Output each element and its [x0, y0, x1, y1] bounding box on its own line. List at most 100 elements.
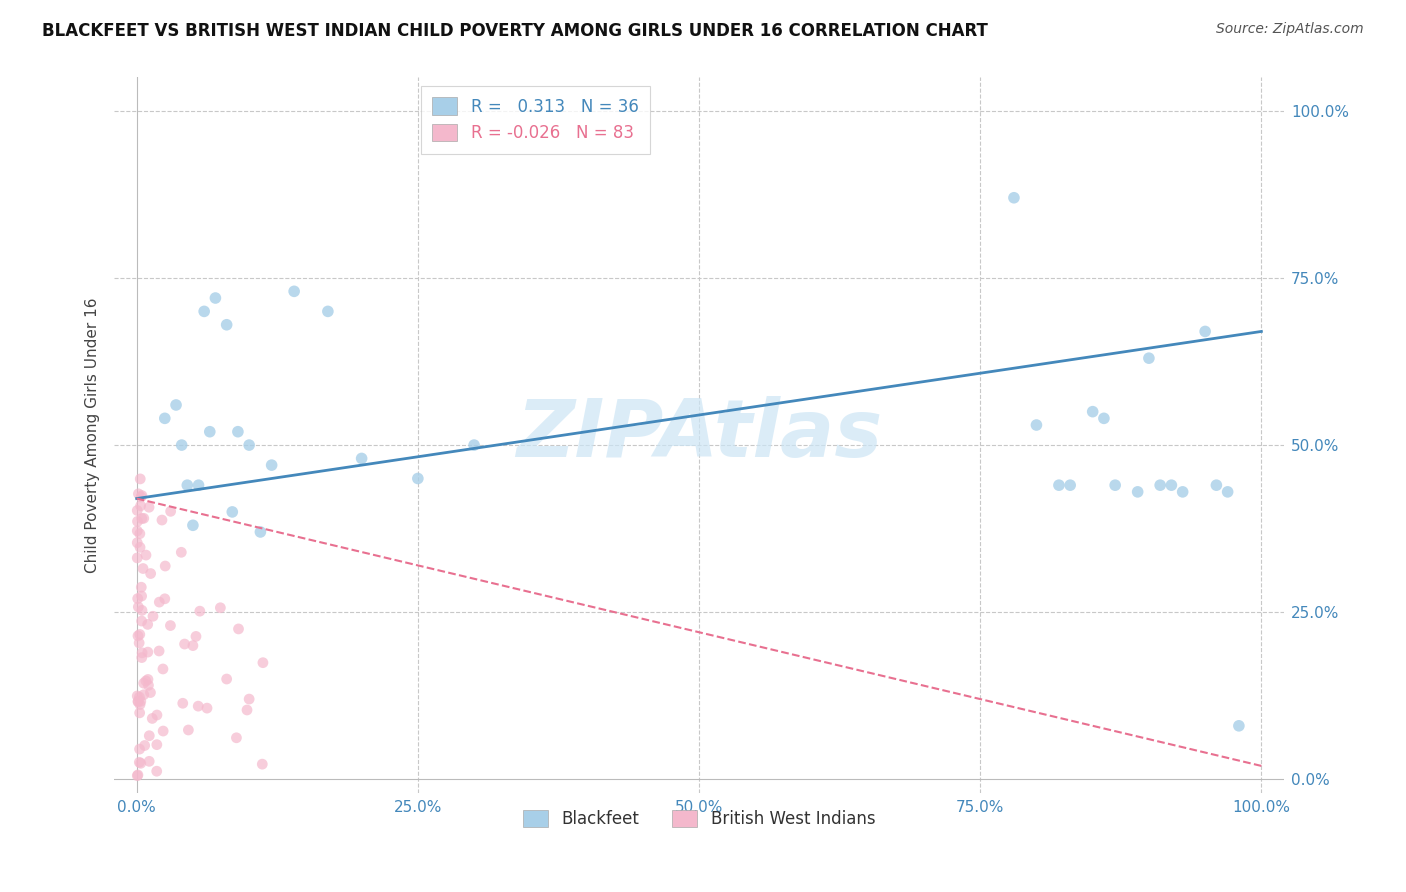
Point [159, 504, 181, 518]
Point [127, 689, 149, 703]
Point [127, 550, 149, 565]
Point [127, 599, 149, 614]
Point [131, 646, 153, 660]
Point [181, 518, 204, 533]
Point [127, 514, 149, 528]
Point [134, 739, 156, 753]
Point [1205, 478, 1227, 492]
Point [127, 487, 149, 501]
Point [1227, 719, 1250, 733]
Point [209, 600, 232, 615]
Point [1194, 325, 1216, 339]
Point [132, 561, 155, 575]
Point [406, 471, 429, 485]
Point [127, 503, 149, 517]
Point [129, 756, 152, 771]
Point [127, 591, 149, 606]
Point [153, 411, 176, 425]
Point [127, 535, 149, 549]
Point [1149, 478, 1171, 492]
Point [139, 685, 162, 699]
Point [204, 291, 226, 305]
Point [1092, 411, 1115, 425]
Point [153, 591, 176, 606]
Point [176, 478, 198, 492]
Point [165, 398, 187, 412]
Point [128, 526, 150, 541]
Point [238, 692, 260, 706]
Text: Source: ZipAtlas.com: Source: ZipAtlas.com [1216, 22, 1364, 37]
Point [131, 650, 153, 665]
Point [135, 548, 157, 562]
Point [1002, 191, 1025, 205]
Point [249, 524, 271, 539]
Point [148, 595, 170, 609]
Point [131, 511, 153, 525]
Point [138, 755, 160, 769]
Point [283, 285, 305, 299]
Point [152, 724, 174, 739]
Point [170, 545, 193, 559]
Point [225, 731, 247, 745]
Point [1025, 417, 1047, 432]
Point [177, 723, 200, 737]
Point [138, 729, 160, 743]
Legend: Blackfeet, British West Indians: Blackfeet, British West Indians [516, 803, 882, 834]
Point [184, 629, 207, 643]
Point [132, 676, 155, 690]
Point [146, 708, 169, 723]
Point [132, 511, 155, 525]
Point [463, 438, 485, 452]
Point [128, 690, 150, 704]
Point [221, 505, 243, 519]
Point [129, 472, 152, 486]
Point [129, 490, 152, 504]
Point [127, 694, 149, 708]
Point [187, 699, 209, 714]
Point [136, 673, 159, 687]
Point [136, 645, 159, 659]
Point [193, 304, 215, 318]
Point [128, 636, 150, 650]
Point [128, 706, 150, 720]
Point [188, 604, 211, 618]
Point [1047, 478, 1070, 492]
Point [260, 458, 283, 472]
Text: ZIPAtlas: ZIPAtlas [516, 396, 882, 474]
Point [128, 756, 150, 770]
Point [138, 500, 160, 515]
Point [132, 688, 155, 702]
Point [187, 478, 209, 492]
Point [131, 489, 153, 503]
Point [215, 672, 238, 686]
Point [127, 524, 149, 538]
Point [127, 769, 149, 783]
Point [129, 694, 152, 708]
Point [215, 318, 238, 332]
Point [131, 589, 153, 603]
Point [181, 639, 204, 653]
Point [129, 499, 152, 513]
Point [129, 698, 152, 712]
Point [141, 711, 163, 725]
Point [142, 609, 165, 624]
Point [135, 673, 157, 688]
Point [131, 614, 153, 628]
Point [172, 696, 194, 710]
Point [1126, 484, 1149, 499]
Point [226, 425, 249, 439]
Point [127, 695, 149, 709]
Point [150, 513, 173, 527]
Point [152, 662, 174, 676]
Point [236, 703, 259, 717]
Point [238, 438, 260, 452]
Point [252, 757, 274, 772]
Point [129, 541, 152, 555]
Point [1059, 478, 1081, 492]
Y-axis label: Child Poverty Among Girls Under 16: Child Poverty Among Girls Under 16 [86, 297, 100, 573]
Point [350, 451, 373, 466]
Point [252, 656, 274, 670]
Point [1171, 484, 1194, 499]
Point [145, 764, 167, 779]
Point [173, 637, 195, 651]
